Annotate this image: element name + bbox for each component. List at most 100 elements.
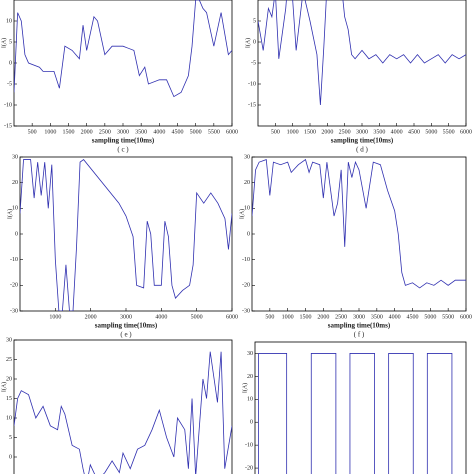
- x-tick-label: 5500: [442, 314, 454, 320]
- y-tick-label: -15: [4, 123, 12, 129]
- y-tick-label: 30: [244, 154, 250, 160]
- x-tick-label: 5000: [425, 129, 437, 135]
- x-axis-label: sampling time(10ms): [328, 322, 391, 330]
- y-tick-label: -5: [7, 81, 12, 87]
- x-tick-label: 1500: [300, 314, 312, 320]
- x-tick-label: 3500: [373, 129, 385, 135]
- caption: ( f ): [354, 331, 365, 339]
- x-tick-label: 4500: [172, 129, 184, 135]
- caption: ( d ): [356, 146, 368, 154]
- x-tick-label: 3000: [353, 314, 365, 320]
- y-tick-label: 10: [6, 18, 12, 24]
- chart-panel: -15 -10 -5 0 5 10 500 1000 1500 2000 2500 3000 3500 4…: [0, 0, 238, 154]
- y-tick-label: -5: [251, 60, 256, 66]
- y-tick-label: 5: [9, 39, 12, 45]
- x-tick-label: 5500: [443, 129, 455, 135]
- data-line: [14, 0, 232, 98]
- x-tick-label: 3000: [117, 129, 129, 135]
- data-line: [258, 353, 453, 474]
- x-tick-label: 3500: [371, 314, 383, 320]
- chart-panel: 0 5 10 15 20 25 30 I(A): [0, 337, 233, 474]
- y-tick-label: 30: [12, 154, 18, 160]
- caption: ( e ): [120, 331, 132, 339]
- plot-frame: [254, 341, 467, 474]
- data-line: [14, 351, 232, 474]
- y-tick-label: 10: [12, 206, 18, 212]
- y-tick-label: 5: [253, 18, 256, 24]
- y-axis-label: I(A): [6, 209, 13, 219]
- x-tick-label: 3000: [120, 314, 132, 320]
- y-axis-label: I(A): [241, 383, 248, 393]
- y-tick-label: -10: [245, 443, 253, 449]
- x-tick-label: 4000: [391, 129, 403, 135]
- y-tick-label: 20: [6, 376, 12, 382]
- x-tick-label: 500: [271, 129, 280, 135]
- y-tick-label: 20: [12, 180, 18, 186]
- y-tick-label: 0: [247, 231, 250, 237]
- y-tick-label: -30: [10, 308, 18, 314]
- y-tick-label: -10: [4, 102, 12, 108]
- x-tick-label: 1000: [44, 129, 56, 135]
- x-tick-label: 4500: [407, 314, 419, 320]
- x-tick-label: 5000: [424, 314, 436, 320]
- y-tick-label: 0: [9, 60, 12, 66]
- y-tick-label: 10: [244, 206, 250, 212]
- x-tick-label: 3500: [135, 129, 147, 135]
- y-tick-label: -20: [245, 465, 253, 471]
- x-tick-label: 4000: [389, 314, 401, 320]
- y-tick-label: 10: [6, 415, 12, 421]
- x-tick-label: 500: [28, 129, 37, 135]
- x-tick-label: 2500: [339, 129, 351, 135]
- x-tick-label: 6000: [460, 129, 472, 135]
- x-tick-label: 1500: [63, 129, 75, 135]
- y-tick-label: 25: [6, 357, 12, 363]
- data-line: [252, 158, 466, 289]
- x-tick-label: 2500: [335, 314, 347, 320]
- x-tick-label: 2000: [85, 314, 97, 320]
- y-axis-label: I(A): [244, 38, 251, 48]
- data-line: [20, 159, 232, 311]
- x-tick-label: 6000: [226, 129, 238, 135]
- chart-panel: -30 -20 -10 0 10 20 30 500 1000 1500 2000 2500 3000 3…: [238, 154, 472, 338]
- x-tick-label: 5000: [190, 129, 202, 135]
- y-tick-label: -20: [10, 283, 18, 289]
- x-tick-label: 1500: [304, 129, 316, 135]
- x-tick-label: 4000: [155, 314, 167, 320]
- y-tick-label: -10: [10, 257, 18, 263]
- y-axis-label: I(A): [0, 382, 7, 392]
- y-tick-label: 0: [250, 420, 253, 426]
- x-tick-label: 2500: [99, 129, 111, 135]
- y-tick-label: 15: [6, 396, 12, 402]
- y-tick-label: 5: [9, 435, 12, 441]
- y-axis-label: I(A): [238, 209, 245, 219]
- x-tick-label: 3000: [356, 129, 368, 135]
- y-tick-label: 30: [247, 351, 253, 357]
- data-line: [258, 0, 466, 106]
- x-axis-label: sampling time(10ms): [331, 137, 394, 145]
- chart-panel: -20 -10 0 10 20 30 I(A): [241, 341, 467, 474]
- x-tick-label: 1000: [287, 129, 299, 135]
- y-tick-label: 20: [244, 180, 250, 186]
- x-tick-label: 1000: [49, 314, 61, 320]
- x-tick-label: 1000: [282, 314, 294, 320]
- y-tick-label: 30: [6, 337, 12, 343]
- caption: ( c ): [117, 146, 129, 154]
- y-tick-label: 0: [15, 231, 18, 237]
- y-tick-label: -30: [242, 308, 250, 314]
- y-tick-label: 10: [247, 397, 253, 403]
- x-tick-label: 4500: [408, 129, 420, 135]
- y-tick-label: 0: [9, 454, 12, 460]
- x-tick-label: 2000: [321, 129, 333, 135]
- x-tick-label: 6000: [226, 314, 238, 320]
- x-tick-label: 2000: [81, 129, 93, 135]
- x-tick-label: 5000: [191, 314, 203, 320]
- x-tick-label: 5500: [208, 129, 220, 135]
- x-tick-label: 500: [265, 314, 274, 320]
- x-axis-label: sampling time(10ms): [92, 137, 155, 145]
- y-tick-label: -10: [248, 81, 256, 87]
- y-tick-label: -10: [242, 257, 250, 263]
- y-tick-label: -20: [242, 283, 250, 289]
- y-tick-label: -15: [248, 102, 256, 108]
- y-tick-label: 0: [253, 39, 256, 45]
